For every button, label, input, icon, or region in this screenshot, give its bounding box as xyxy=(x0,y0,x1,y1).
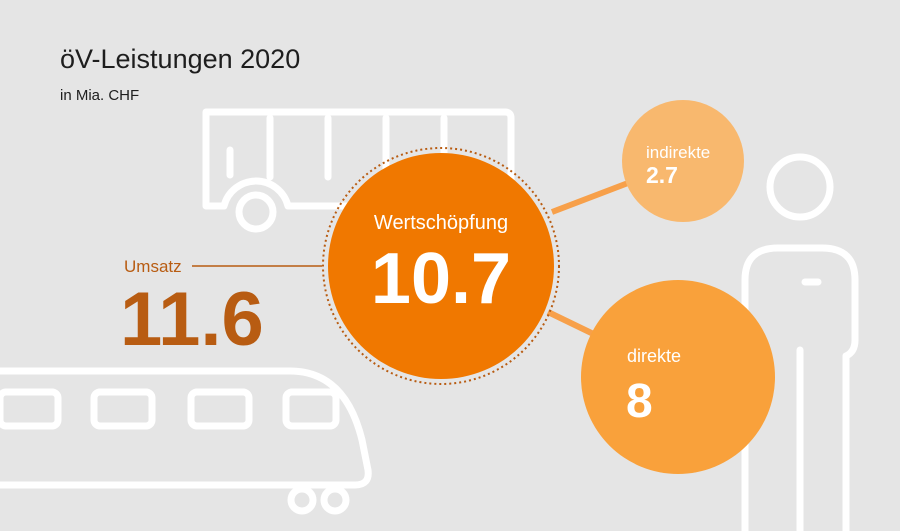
indirekte-label: indirekte xyxy=(646,143,710,162)
bubble-wertschoepfung xyxy=(328,153,554,379)
bubble-wertschoepfung-outline xyxy=(322,147,560,385)
connector-indirekte xyxy=(550,180,630,215)
chart-title: öV-Leistungen 2020 xyxy=(60,44,301,74)
bubble-indirekte xyxy=(622,100,744,222)
person-icon xyxy=(741,153,859,531)
umsatz-label: Umsatz xyxy=(124,257,182,276)
direkte-value: 8 xyxy=(626,375,653,428)
wertschoepfung-value: 10.7 xyxy=(371,239,511,319)
indirekte-value: 2.7 xyxy=(646,162,678,188)
umsatz-value: 11.6 xyxy=(120,277,264,362)
chart-subtitle: in Mia. CHF xyxy=(60,87,140,104)
direkte-label: direkte xyxy=(627,346,681,366)
bubble-direkte xyxy=(581,280,775,474)
wertschoepfung-label: Wertschöpfung xyxy=(374,212,508,234)
train-icon xyxy=(0,367,372,515)
